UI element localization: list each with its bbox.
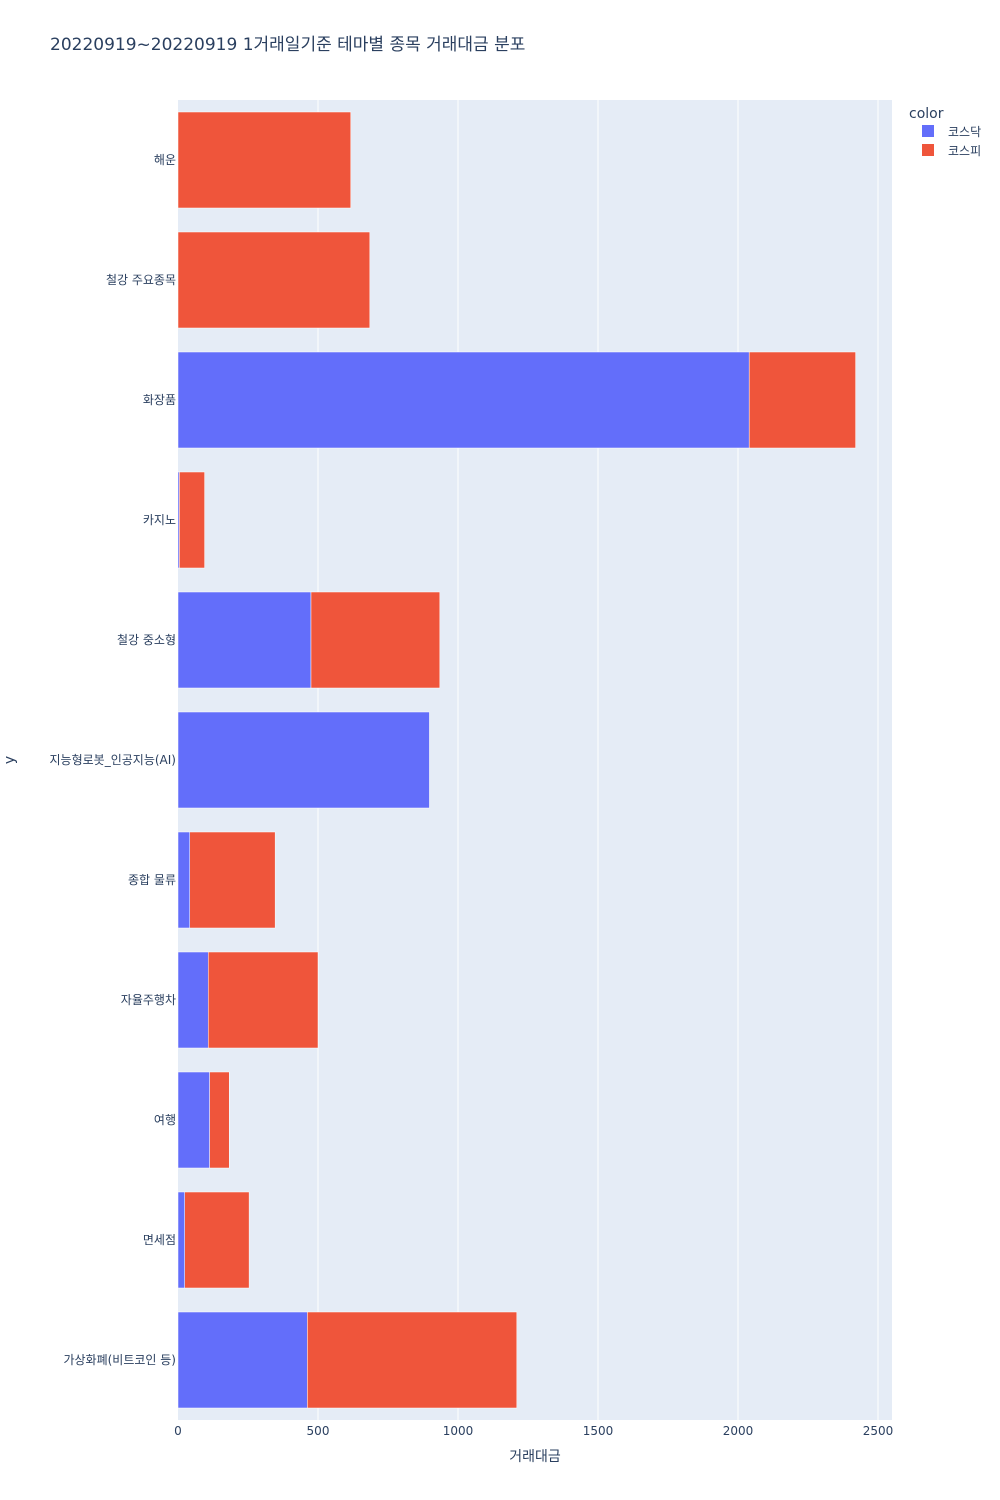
y-tick-label: 지능형로봇_인공지능(AI) bbox=[50, 753, 176, 767]
x-axis-ticks: 0 500 1000 1500 2000 2500 bbox=[174, 1424, 893, 1438]
y-tick-label: 해운 bbox=[154, 153, 176, 167]
y-tick-label: 카지노 bbox=[143, 513, 176, 527]
y-tick-label: 면세점 bbox=[143, 1233, 176, 1247]
x-tick-label: 2000 bbox=[723, 1424, 754, 1438]
y-tick-label: 종합 물류 bbox=[128, 873, 176, 887]
x-tick-label: 500 bbox=[307, 1424, 330, 1438]
y-tick-label: 여행 bbox=[154, 1112, 176, 1127]
legend-title: color bbox=[909, 106, 944, 122]
y-tick-label: 화장품 bbox=[143, 393, 176, 407]
legend-swatch[interactable] bbox=[922, 125, 934, 137]
x-tick-label: 2500 bbox=[863, 1424, 894, 1438]
bar-코스닥[interactable] bbox=[177, 1191, 185, 1289]
bar-코스닥[interactable] bbox=[177, 951, 209, 1049]
x-tick-label: 0 bbox=[174, 1424, 182, 1438]
bar-코스닥[interactable] bbox=[177, 1071, 210, 1169]
bar-코스피[interactable] bbox=[310, 591, 441, 689]
legend-label[interactable]: 코스피 bbox=[948, 144, 981, 158]
bars bbox=[177, 111, 856, 1409]
bar-코스닥[interactable] bbox=[177, 351, 750, 449]
bar-코스피[interactable] bbox=[748, 351, 856, 449]
x-tick-label: 1500 bbox=[583, 1424, 614, 1438]
bar-코스피[interactable] bbox=[184, 1191, 250, 1289]
bar-코스피[interactable] bbox=[177, 111, 352, 209]
bar-코스피[interactable] bbox=[207, 951, 319, 1049]
y-tick-label: 철강 중소형 bbox=[117, 633, 176, 647]
y-axis-title: y bbox=[2, 756, 18, 764]
y-tick-label: 가상화폐(비트코인 등) bbox=[63, 1353, 176, 1367]
bar-코스피[interactable] bbox=[209, 1071, 230, 1169]
bar-코스피[interactable] bbox=[189, 831, 276, 929]
y-tick-label: 자율주행차 bbox=[121, 992, 176, 1007]
y-tick-label: 철강 주요종목 bbox=[106, 273, 176, 287]
bar-코스피[interactable] bbox=[307, 1311, 518, 1409]
x-axis-title: 거래대금 bbox=[509, 1449, 561, 1465]
legend-swatch[interactable] bbox=[922, 144, 934, 156]
bar-코스닥[interactable] bbox=[177, 1311, 308, 1409]
x-tick-label: 1000 bbox=[443, 1424, 474, 1438]
chart-title: 20220919~20220919 1거래일기준 테마별 종목 거래대금 분포 bbox=[50, 35, 525, 55]
bar-코스닥[interactable] bbox=[177, 831, 191, 929]
bar-코스닥[interactable] bbox=[177, 591, 312, 689]
bar-코스피[interactable] bbox=[179, 471, 205, 569]
legend-label[interactable]: 코스닥 bbox=[948, 125, 981, 139]
bar-코스닥[interactable] bbox=[177, 711, 430, 809]
bar-코스피[interactable] bbox=[177, 231, 371, 329]
